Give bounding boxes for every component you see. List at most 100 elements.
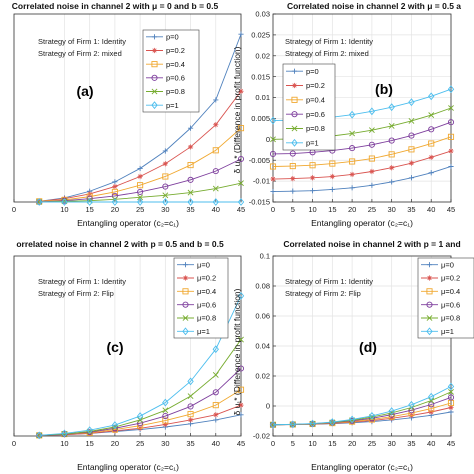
- panel-c-legend-label: μ=0.4: [197, 287, 216, 296]
- panel-d-data-point: [388, 407, 395, 416]
- panel-d-series-line: [272, 386, 452, 426]
- panel-d-data-point: [388, 411, 395, 418]
- panel-b-ytick-label: -0.015: [249, 198, 270, 207]
- panel-b-data-point: [290, 188, 296, 194]
- panel-d-xtick-label: 35: [407, 439, 415, 448]
- panel-d-data-point: [309, 419, 316, 428]
- panel-b-legend-label: p=0: [306, 67, 319, 76]
- panel-d-tag: (d): [359, 339, 377, 355]
- panel-b-series-3: [269, 119, 455, 158]
- panel-b-data-point: [428, 154, 434, 160]
- panel-d-legend-marker: [426, 262, 433, 268]
- panel-b-data-point: [388, 151, 395, 158]
- panel-c-data-point: [61, 429, 68, 438]
- panel-a-data-point: [212, 147, 219, 154]
- panel-c-legend: μ=0 μ=0.2 μ=0.4 μ=0.6 μ=0.8 μ=1: [173, 257, 229, 339]
- panel-c-data-point: [61, 432, 68, 438]
- panel-c-data-point: [238, 402, 244, 408]
- panel-b-xtick-label: 40: [427, 205, 435, 214]
- panel-a-data-point: [213, 97, 219, 103]
- panel-b-data-point: [269, 150, 277, 158]
- panel-a-data-point: [137, 194, 144, 201]
- panel-b-data-point: [309, 162, 316, 169]
- panel-a-strategy-firm2: Strategy of Firm 2: mixed: [38, 49, 122, 58]
- panel-b-xlabel: Entangling operator (c₂=c₁): [311, 218, 413, 228]
- panel-c-data-point: [212, 372, 219, 378]
- panel-b-data-point: [309, 188, 316, 194]
- panel-a-legend-marker: [151, 74, 158, 81]
- panel-d-data-point: [389, 415, 395, 421]
- panel-a-legend-label: p=0.4: [166, 60, 185, 69]
- panel-b-ytick-label: 0: [266, 135, 270, 144]
- panel-b-data-point: [447, 85, 455, 94]
- panel-a-data-point: [61, 198, 68, 206]
- panel-b-data-point: [348, 110, 356, 119]
- panel-c-xtick-label: 45: [237, 439, 245, 448]
- panel-a-xtick-label: 15: [85, 205, 93, 214]
- panel-d-ytick-label: 0.02: [255, 372, 270, 381]
- panel-d-strategy-firm1: Strategy of Firm 1: Identity: [285, 277, 373, 286]
- panel-d-data-point: [428, 401, 435, 408]
- panel-c-data-point: [136, 412, 144, 420]
- panel-d-data-point: [428, 405, 435, 412]
- panel-d-xtick-label: 0: [271, 439, 275, 448]
- panel-b-data-point: [289, 163, 296, 170]
- panel-b: Correlated noise in channel 2 with μ = 0…: [232, 1, 461, 228]
- panel-c-data-point: [237, 291, 245, 300]
- panel-d-legend-label: μ=1: [441, 327, 454, 336]
- panel-c-data-point: [212, 402, 219, 409]
- panel-d-xtick-label: 10: [308, 439, 316, 448]
- panel-b-series-2: [269, 133, 455, 170]
- panel-d-data-point: [348, 415, 356, 424]
- panel-d-ytick-label: -0.02: [253, 432, 270, 441]
- panel-b-xtick-label: 0: [271, 205, 275, 214]
- panel-d-xtick-label: 15: [328, 439, 336, 448]
- panel-d-xtick-label: 20: [348, 439, 356, 448]
- panel-c-data-point: [238, 336, 244, 343]
- panel-b-data-point: [428, 170, 434, 176]
- panel-d-data-point: [428, 409, 434, 415]
- panel-c-xtick-label: 0: [12, 439, 16, 448]
- panel-d-legend-label: μ=0.2: [441, 274, 460, 283]
- panel-c-xtick-label: 35: [186, 439, 194, 448]
- panel-a-data-point: [212, 198, 219, 206]
- panel-d-series-5: [269, 382, 455, 429]
- panel-a-data-point: [36, 198, 43, 206]
- panel-c-legend-marker: [182, 327, 189, 336]
- panel-c-data-point: [162, 421, 168, 428]
- panel-d-legend-marker: [426, 275, 433, 281]
- panel-a-data-point: [162, 183, 169, 190]
- panel-a-data-point: [187, 144, 194, 150]
- panel-b-legend-box: [282, 63, 336, 151]
- panel-d-title: Correlated noise in channel 2 with p = 1…: [283, 239, 460, 249]
- panel-b-legend-label: p=0.4: [306, 95, 325, 104]
- panel-b-legend-label: p=0.6: [306, 110, 325, 119]
- panel-c-xtick-label: 15: [85, 439, 93, 448]
- panel-a-tag: (a): [76, 83, 93, 99]
- panel-b-xtick-label: 10: [308, 205, 316, 214]
- panel-b-data-point: [388, 137, 395, 144]
- panel-a-legend-marker: [151, 61, 158, 68]
- panel-c-data-point: [162, 417, 169, 424]
- panel-a-xtick-label: 0: [12, 205, 16, 214]
- panel-b-ytick-label: 0.02: [255, 51, 270, 60]
- panel-a-series-5: [36, 198, 245, 206]
- panel-b-legend-label: p=1: [306, 138, 319, 147]
- panel-a-legend-marker: [151, 47, 158, 54]
- panel-d-xtick-label: 40: [427, 439, 435, 448]
- panel-b-ytick-label: 0.03: [255, 10, 270, 19]
- panel-c-xlabel: Entangling operator (c₂=c₁): [77, 462, 179, 472]
- panel-a-data-point: [137, 165, 143, 172]
- panel-b-xtick-label: 35: [407, 205, 415, 214]
- panel-b-data-point: [349, 171, 355, 178]
- panel-b-ytick-label: 0.005: [251, 114, 270, 123]
- panel-c-legend-marker: [182, 301, 189, 308]
- panel-a-strategy-firm1: Strategy of Firm 1: Identity: [38, 37, 126, 46]
- panel-b-data-point: [447, 119, 455, 126]
- panel-b-xtick-label: 45: [447, 205, 455, 214]
- panel-a-data-point: [136, 198, 144, 206]
- panel-a-data-point: [212, 168, 219, 175]
- panel-c-xtick-label: 25: [136, 439, 144, 448]
- panel-d-xtick-label: 5: [291, 439, 295, 448]
